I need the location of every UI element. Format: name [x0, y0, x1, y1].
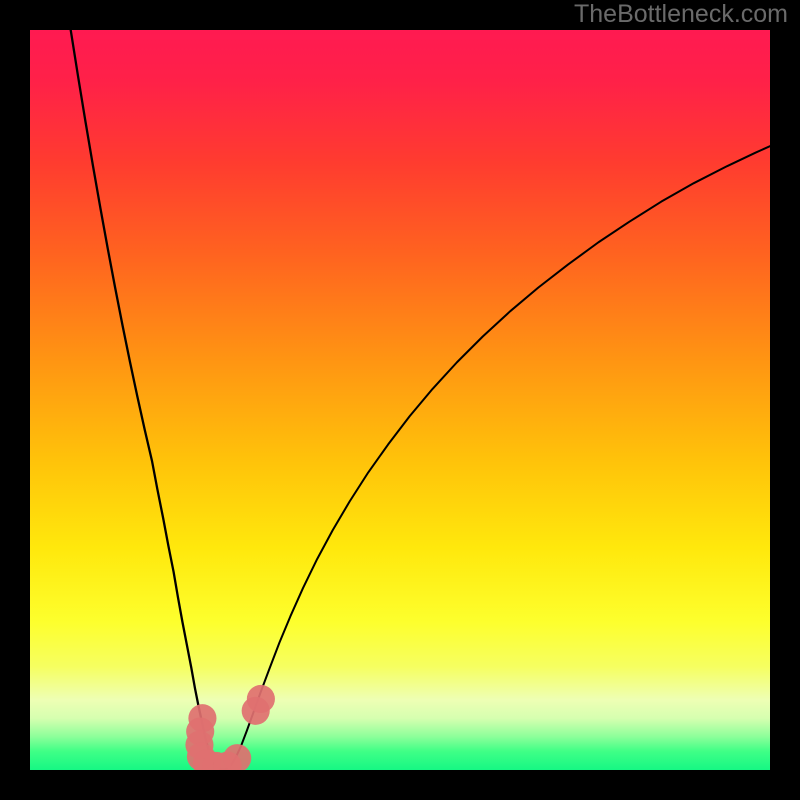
marker-dot — [247, 685, 275, 713]
bottleneck-curve-chart — [30, 30, 770, 770]
plot-area — [30, 30, 770, 770]
gradient-background — [30, 30, 770, 770]
watermark-text: TheBottleneck.com — [574, 0, 788, 29]
chart-frame: TheBottleneck.com — [0, 0, 800, 800]
